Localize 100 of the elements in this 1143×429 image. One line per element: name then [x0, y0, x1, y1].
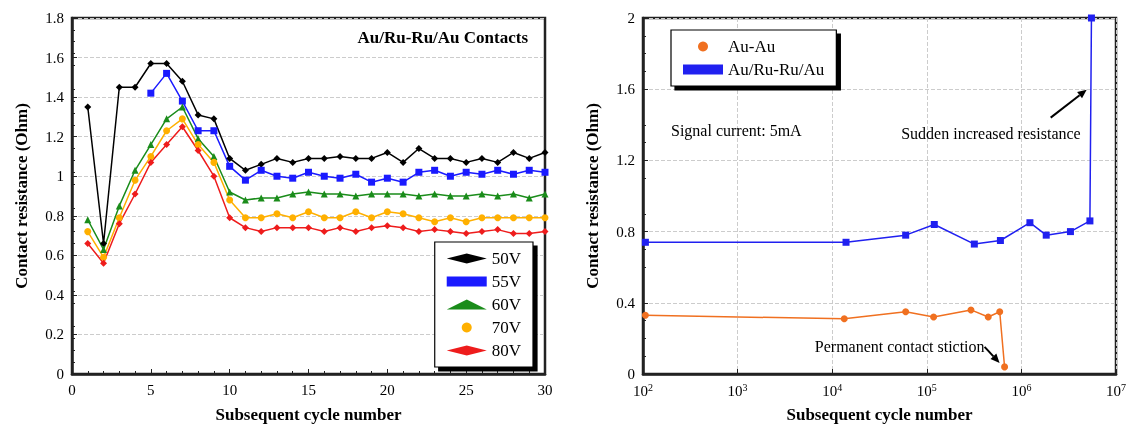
- point: [431, 226, 439, 234]
- point: [509, 190, 517, 198]
- point: [478, 228, 486, 236]
- point: [163, 69, 171, 77]
- point: [163, 127, 171, 135]
- point: [241, 224, 249, 232]
- point: [178, 123, 186, 131]
- x-tick-label: 0: [68, 381, 76, 398]
- point: [415, 214, 423, 222]
- point: [462, 158, 470, 166]
- point: [446, 228, 454, 236]
- point: [352, 228, 360, 236]
- y-tick-label: 1.8: [45, 10, 64, 26]
- point: [383, 174, 391, 182]
- point: [178, 115, 186, 123]
- point: [336, 190, 344, 198]
- point: [289, 190, 297, 198]
- point: [178, 77, 186, 85]
- y-tick-label: 1.2: [45, 128, 64, 145]
- point: [210, 115, 218, 123]
- point: [100, 259, 108, 267]
- x-tick-label: 30: [537, 381, 553, 398]
- point: [257, 160, 265, 168]
- point: [478, 154, 486, 162]
- point: [305, 208, 312, 216]
- y-tick-label: 1: [56, 168, 64, 185]
- point: [494, 226, 502, 234]
- y-tick-label: 0.6: [45, 247, 65, 264]
- point: [352, 170, 360, 178]
- point: [415, 145, 423, 153]
- point: [257, 228, 265, 236]
- point: [431, 166, 439, 174]
- point: [147, 158, 155, 166]
- point: [383, 148, 391, 156]
- point: [494, 192, 502, 200]
- point: [431, 190, 439, 198]
- point: [320, 154, 328, 162]
- point: [84, 103, 92, 111]
- point: [226, 154, 234, 162]
- point: [431, 218, 439, 226]
- point: [305, 188, 312, 196]
- x-axis-title: Subsequent cycle number: [215, 405, 402, 424]
- point: [368, 214, 376, 222]
- annotation: Permanent contact stiction: [814, 338, 985, 356]
- point: [462, 218, 470, 226]
- point: [305, 154, 312, 162]
- y-tick-label: 0: [627, 366, 635, 382]
- point: [257, 214, 265, 222]
- point: [100, 239, 108, 247]
- y-tick-label: 2: [627, 10, 635, 26]
- point: [541, 228, 549, 236]
- x-tick-label: 25: [458, 381, 474, 398]
- point: [541, 190, 549, 198]
- point: [194, 141, 202, 149]
- point: [399, 158, 407, 166]
- point: [241, 166, 249, 174]
- point: [399, 178, 407, 186]
- legend-label: Au/Ru-Ru/Au: [728, 60, 825, 79]
- point: [509, 148, 517, 156]
- point: [147, 89, 155, 97]
- point: [273, 224, 281, 232]
- point: [320, 190, 328, 198]
- point: [289, 158, 297, 166]
- y-tick-label: 0.2: [45, 326, 64, 343]
- point: [289, 224, 297, 232]
- point: [131, 83, 139, 91]
- point: [273, 172, 281, 180]
- point: [336, 152, 344, 160]
- point: [478, 190, 486, 198]
- point: [131, 166, 139, 174]
- point: [383, 208, 391, 216]
- point: [115, 214, 123, 222]
- x-tick-label: 15: [301, 381, 316, 398]
- point: [462, 168, 470, 176]
- point: [415, 228, 423, 236]
- point: [541, 214, 549, 222]
- y-tick-label: 1.4: [45, 89, 65, 106]
- point: [115, 220, 123, 228]
- point: [100, 245, 108, 253]
- point: [525, 230, 533, 238]
- point: [147, 59, 155, 67]
- y-axis-title: Contact resistance (Ohm): [12, 103, 31, 289]
- point: [525, 166, 533, 174]
- legend-label: 80V: [491, 341, 522, 360]
- point: [431, 154, 439, 162]
- point: [494, 166, 502, 174]
- point: [178, 103, 186, 111]
- point: [194, 127, 202, 135]
- point: [525, 154, 533, 162]
- point: [525, 214, 533, 222]
- x-tick-label: 5: [147, 381, 155, 398]
- point: [478, 214, 486, 222]
- point: [194, 111, 202, 119]
- point: [131, 176, 139, 184]
- legend-label: 55V: [491, 272, 522, 291]
- point: [399, 190, 407, 198]
- point: [446, 192, 454, 200]
- point: [289, 214, 297, 222]
- point: [399, 224, 407, 232]
- point: [115, 83, 123, 91]
